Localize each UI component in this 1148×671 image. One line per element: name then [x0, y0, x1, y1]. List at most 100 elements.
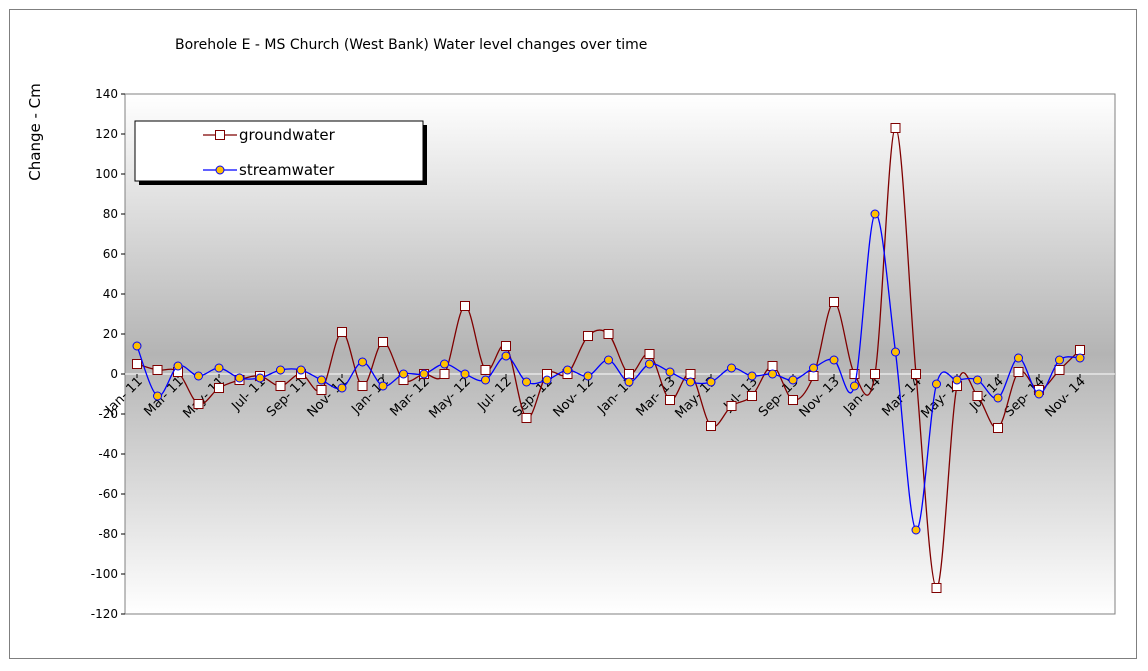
groundwater-point	[460, 301, 470, 311]
groundwater-point	[1013, 367, 1024, 377]
groundwater-point	[275, 381, 286, 391]
streamwater-point	[727, 363, 736, 373]
y-tick-label: -100	[91, 567, 118, 581]
streamwater-point	[214, 363, 224, 373]
streamwater-point	[993, 393, 1003, 403]
y-tick-label: 0	[110, 367, 118, 381]
y-tick-label: -120	[91, 607, 118, 621]
groundwater-point	[501, 341, 511, 351]
groundwater-point	[706, 421, 716, 431]
groundwater-point	[726, 401, 737, 411]
groundwater-point	[603, 329, 614, 339]
groundwater-point	[890, 123, 901, 133]
streamwater-point	[809, 363, 818, 373]
streamwater-point	[317, 375, 326, 385]
groundwater-point	[849, 369, 860, 379]
groundwater-point	[337, 327, 347, 337]
groundwater-point	[132, 359, 142, 369]
y-tick-label: 120	[95, 127, 118, 141]
chart-title: Borehole E - MS Church (West Bank) Water…	[175, 37, 647, 53]
streamwater-point	[194, 371, 203, 381]
groundwater-point	[870, 369, 880, 379]
legend-item-streamwater: streamwater	[203, 161, 335, 179]
groundwater-point	[788, 395, 798, 405]
y-tick-label: 20	[103, 327, 118, 341]
y-tick-label: -20	[98, 407, 118, 421]
y-tick-label: 100	[95, 167, 118, 181]
groundwater-point	[993, 423, 1003, 433]
streamwater-point	[788, 375, 798, 385]
groundwater-point	[747, 391, 757, 401]
y-tick-label: -60	[98, 487, 118, 501]
groundwater-point	[1075, 345, 1085, 355]
streamwater-point	[1075, 353, 1085, 363]
groundwater-point	[316, 385, 327, 395]
streamwater-point	[1055, 355, 1064, 365]
y-axis-ticks: 140 120 100 80 60 40 20 0 -20 -40 -60 -80 -100 -120	[91, 87, 125, 621]
chart-frame: 140 120 100 80 60 40 20 0 -20 -40 -60 -80 -100 -120 J…	[9, 9, 1137, 659]
y-tick-label: 40	[103, 287, 118, 301]
streamwater-point	[132, 341, 142, 351]
streamwater-point	[276, 365, 285, 375]
y-tick-label: 140	[95, 87, 118, 101]
groundwater-point	[583, 331, 593, 341]
streamwater-point	[522, 377, 531, 387]
groundwater-point	[644, 349, 655, 359]
streamwater-point	[153, 391, 162, 401]
groundwater-point	[521, 413, 532, 423]
groundwater-point	[624, 369, 634, 379]
legend-label-streamwater: streamwater	[239, 161, 335, 179]
y-tick-label: -80	[98, 527, 118, 541]
groundwater-line	[136, 127, 1081, 589]
groundwater-point	[214, 383, 224, 393]
streamwater-point	[399, 369, 408, 379]
groundwater-point	[357, 381, 368, 391]
legend-item-groundwater: groundwater	[203, 126, 336, 144]
y-tick-label: 80	[103, 207, 118, 221]
streamwater-point	[419, 369, 429, 379]
streamwater-point	[337, 383, 347, 393]
groundwater-point	[665, 395, 675, 405]
series-layer	[132, 123, 1085, 593]
streamwater-point	[973, 375, 982, 385]
groundwater-point	[911, 369, 921, 379]
groundwater-point	[972, 391, 983, 401]
streamwater-point	[440, 359, 449, 369]
streamwater-point	[747, 371, 757, 381]
streamwater-point	[624, 377, 634, 387]
y-axis-title: Change - Cm	[26, 83, 44, 180]
legend-label-groundwater: groundwater	[239, 126, 336, 144]
streamwater-point	[604, 355, 613, 365]
y-tick-label: 60	[103, 247, 118, 261]
streamwater-point	[358, 357, 367, 367]
groundwater-point	[808, 371, 819, 381]
streamwater-point	[501, 351, 511, 361]
streamwater-point	[665, 367, 675, 377]
groundwater-point	[767, 361, 778, 371]
streamwater-point	[829, 355, 839, 365]
legend: groundwater streamwater	[134, 120, 427, 185]
groundwater-point	[829, 297, 839, 307]
streamwater-point	[173, 361, 183, 371]
groundwater-point	[378, 337, 388, 347]
streamwater-point	[481, 375, 490, 385]
streamwater-point	[296, 365, 306, 375]
streamwater-point	[378, 381, 388, 391]
streamwater-point	[542, 375, 552, 385]
streamwater-point	[563, 365, 572, 375]
streamwater-point	[706, 377, 716, 387]
groundwater-point	[152, 365, 163, 375]
streamwater-point	[952, 375, 962, 385]
streamwater-point	[255, 373, 265, 383]
streamwater-point	[870, 209, 880, 219]
streamwater-point	[932, 379, 941, 389]
series-streamwater	[132, 209, 1085, 535]
groundwater-point	[1054, 365, 1065, 375]
streamwater-point	[1034, 389, 1044, 399]
streamwater-point	[1014, 353, 1023, 363]
groundwater-point	[685, 369, 696, 379]
streamwater-point	[911, 525, 921, 535]
streamwater-point	[768, 369, 777, 379]
streamwater-point	[891, 347, 900, 357]
